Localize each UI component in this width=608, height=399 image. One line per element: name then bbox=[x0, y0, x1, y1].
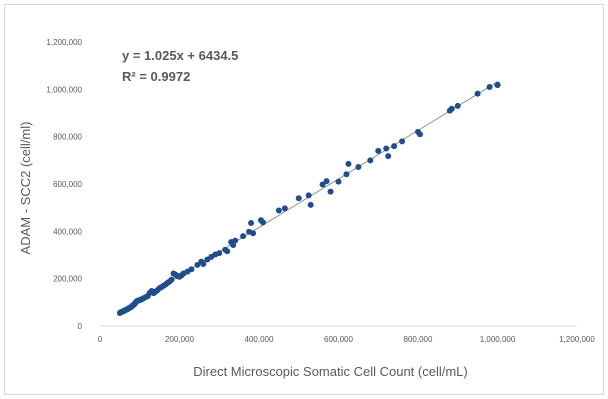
data-point bbox=[216, 250, 223, 257]
x-tick-label: 1,200,000 bbox=[559, 335, 595, 344]
data-point bbox=[416, 131, 423, 138]
data-point bbox=[327, 188, 334, 195]
y-tick-label: 0 bbox=[78, 322, 83, 331]
data-point bbox=[307, 201, 314, 208]
data-point bbox=[474, 90, 481, 97]
data-point bbox=[224, 248, 231, 255]
y-tick-label: 1,200,000 bbox=[46, 38, 82, 47]
data-point bbox=[228, 238, 235, 245]
data-point bbox=[335, 178, 342, 185]
x-tick-label: 1,000,000 bbox=[480, 335, 516, 344]
data-point bbox=[383, 145, 390, 152]
data-point bbox=[305, 192, 312, 199]
data-point bbox=[391, 143, 398, 150]
tick-labels: 0 200,000 400,000 600,000 800,000 1,000,000 1,… bbox=[46, 38, 595, 344]
data-point bbox=[323, 178, 330, 185]
data-point bbox=[486, 83, 493, 90]
r-squared-label: R² = 0.9972 bbox=[122, 69, 190, 84]
y-tick-label: 800,000 bbox=[53, 133, 82, 142]
x-tick-label: 600,000 bbox=[324, 335, 353, 344]
data-point bbox=[385, 153, 392, 160]
y-axis-title: ADAM - SCC2 (cell/ml) bbox=[18, 122, 33, 255]
trendline-equation: y = 1.025x + 6434.5 bbox=[122, 48, 238, 63]
data-point bbox=[240, 233, 247, 240]
data-point bbox=[275, 207, 282, 214]
data-point bbox=[494, 81, 501, 88]
scatter-chart: 0 200,000 400,000 600,000 800,000 1,000,000 1,… bbox=[18, 38, 595, 379]
y-tick-label: 600,000 bbox=[53, 180, 82, 189]
data-point bbox=[281, 205, 288, 212]
x-tick-label: 400,000 bbox=[245, 335, 274, 344]
data-point bbox=[375, 147, 382, 154]
chart-frame: 0 200,000 400,000 600,000 800,000 1,000,000 1,… bbox=[4, 4, 604, 395]
data-point bbox=[448, 105, 455, 112]
x-axis-title: Direct Microscopic Somatic Cell Count (c… bbox=[193, 364, 468, 379]
data-point bbox=[194, 261, 201, 268]
y-tick-label: 400,000 bbox=[53, 227, 82, 236]
data-point bbox=[259, 219, 266, 226]
data-point bbox=[250, 230, 257, 237]
data-point bbox=[399, 138, 406, 145]
x-tick-label: 200,000 bbox=[165, 335, 194, 344]
data-point bbox=[248, 220, 255, 227]
data-point bbox=[168, 276, 175, 283]
data-point bbox=[367, 157, 374, 164]
x-tick-label: 0 bbox=[98, 335, 103, 344]
data-point bbox=[188, 266, 195, 273]
y-tick-label: 200,000 bbox=[53, 275, 82, 284]
y-tick-label: 1,000,000 bbox=[46, 85, 82, 94]
data-point bbox=[295, 195, 302, 202]
data-point bbox=[454, 102, 461, 109]
data-points bbox=[116, 81, 501, 316]
data-point bbox=[355, 163, 362, 170]
data-point bbox=[319, 181, 326, 188]
data-point bbox=[200, 260, 207, 267]
data-point bbox=[345, 160, 352, 167]
x-tick-label: 800,000 bbox=[404, 335, 433, 344]
data-point bbox=[343, 171, 350, 178]
